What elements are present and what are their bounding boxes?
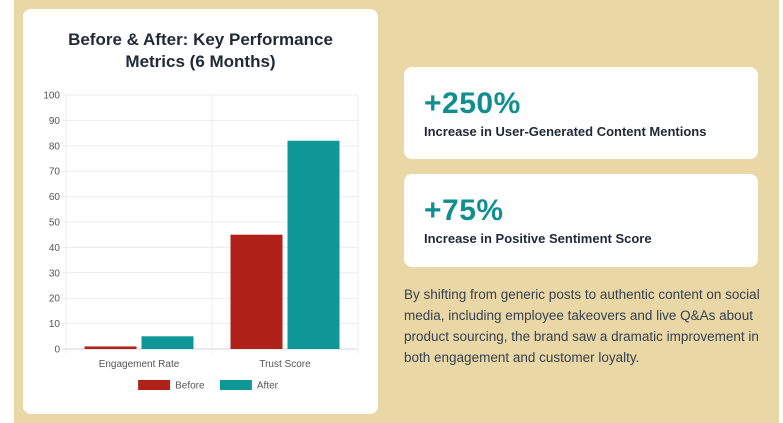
stat-value: +250%: [424, 87, 521, 120]
y-tick-label: 100: [43, 91, 60, 102]
stat-label: Increase in User-Generated Content Menti…: [424, 124, 707, 139]
y-tick-label: 10: [49, 319, 61, 330]
y-tick-label: 20: [49, 294, 61, 305]
stat-value: +75%: [424, 194, 504, 227]
y-tick-label: 90: [49, 116, 61, 127]
bar-before-trust-score: [230, 234, 283, 349]
legend-label-after: After: [257, 381, 279, 392]
y-tick-label: 80: [49, 141, 61, 152]
legend-swatch-before: [138, 380, 171, 390]
chart-title-line-2: Metrics (6 Months): [125, 52, 276, 71]
y-tick-label: 60: [49, 192, 61, 203]
description-text: By shifting from generic posts to authen…: [404, 287, 760, 365]
x-tick-label: Trust Score: [259, 359, 311, 370]
chart-title-line-1: Before & After: Key Performance: [68, 30, 333, 49]
y-tick-label: 0: [54, 345, 60, 356]
bar-after-engagement-rate: [141, 336, 194, 349]
right-margin: [779, 0, 783, 423]
bar-before-engagement-rate: [84, 346, 137, 349]
chart-title: Before & After: Key Performance Metrics …: [23, 29, 378, 73]
legend-label-before: Before: [175, 381, 205, 392]
chart-card: Before & After: Key Performance Metrics …: [23, 9, 378, 414]
y-tick-label: 40: [49, 243, 61, 254]
left-margin: [0, 0, 14, 423]
bar-after-trust-score: [287, 140, 340, 349]
y-tick-label: 50: [49, 218, 61, 229]
legend-swatch-after: [219, 380, 252, 390]
x-tick-label: Engagement Rate: [99, 359, 180, 370]
stat-card-ugc: +250% Increase in User-Generated Content…: [404, 67, 758, 159]
bar-chart: 0 10 20 30 40 50 60 70 80 90 100 Engagement Rate Tru…: [43, 91, 359, 392]
y-tick-label: 30: [49, 268, 61, 279]
y-tick-label: 70: [49, 167, 61, 178]
stat-label: Increase in Positive Sentiment Score: [424, 231, 652, 246]
stat-card-sentiment: +75% Increase in Positive Sentiment Scor…: [404, 174, 758, 267]
